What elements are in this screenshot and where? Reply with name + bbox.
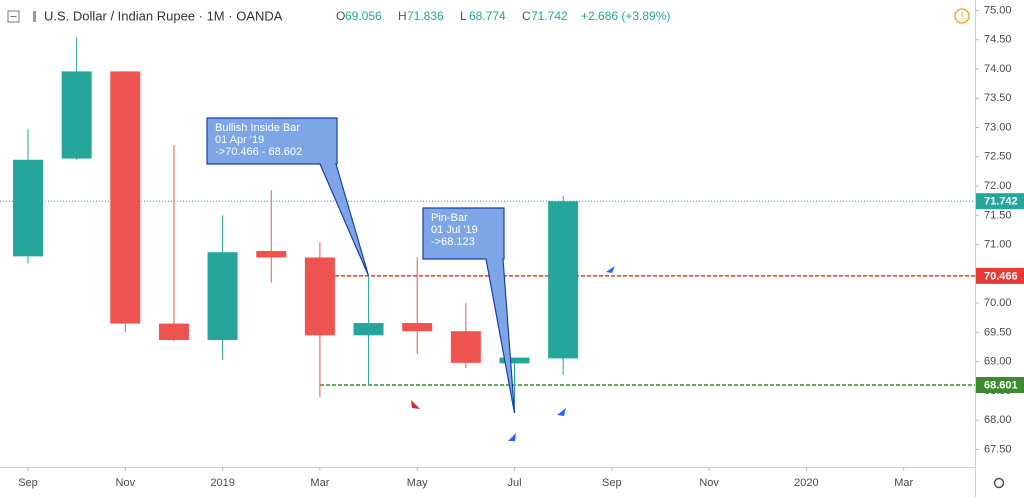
price-label-bg bbox=[976, 193, 1024, 210]
price-label: 70.466 bbox=[984, 270, 1018, 282]
callout-text: ->70.466 - 68.602 bbox=[215, 146, 302, 158]
x-tick-label: Nov bbox=[699, 477, 719, 489]
ohlc-key: C bbox=[522, 9, 531, 23]
price-label-bg bbox=[976, 377, 1024, 394]
y-tick-label: 75.00 bbox=[984, 4, 1012, 16]
y-tick-label: 74.00 bbox=[984, 63, 1012, 75]
drag-handle[interactable] bbox=[33, 11, 36, 22]
buy-marker bbox=[606, 266, 615, 273]
callout-text: 01 Apr '19 bbox=[215, 134, 264, 146]
x-tick-label: Sep bbox=[602, 477, 622, 489]
price-label-bg bbox=[976, 267, 1024, 284]
x-tick-label: Mar bbox=[894, 477, 913, 489]
buy-marker bbox=[557, 408, 566, 416]
price-label: 71.742 bbox=[984, 196, 1018, 208]
y-tick-label: 72.50 bbox=[984, 151, 1012, 163]
callout-text: Bullish Inside Bar bbox=[215, 122, 300, 134]
candle-body bbox=[450, 331, 481, 363]
candle-body bbox=[548, 201, 579, 359]
ohlc-value: 68.774 bbox=[469, 9, 506, 23]
y-tick-label: 74.50 bbox=[984, 34, 1012, 46]
candle-body bbox=[61, 71, 92, 159]
candle-body bbox=[110, 71, 141, 324]
x-tick-label: Mar bbox=[310, 477, 329, 489]
callout bbox=[206, 117, 370, 277]
ohlc-key: L bbox=[460, 9, 467, 23]
collapse-button[interactable] bbox=[7, 10, 20, 23]
y-tick-label: 71.50 bbox=[984, 209, 1012, 221]
price-label: 68.601 bbox=[984, 379, 1018, 391]
change: +2.686 (+3.89%) bbox=[581, 9, 670, 23]
y-tick-label: 68.00 bbox=[984, 414, 1012, 426]
candle-body bbox=[158, 323, 189, 341]
ohlc-value: 69.056 bbox=[345, 9, 382, 23]
ohlc-key: O bbox=[336, 9, 345, 23]
y-tick-label: 69.00 bbox=[984, 356, 1012, 368]
callout-text: 01 Jul '19 bbox=[431, 224, 478, 236]
callout bbox=[422, 207, 516, 414]
y-tick-label: 73.50 bbox=[984, 92, 1012, 104]
buy-marker bbox=[508, 433, 516, 441]
x-tick-label: Sep bbox=[18, 477, 38, 489]
signal-markers bbox=[411, 266, 615, 441]
x-tick-label: 2019 bbox=[210, 477, 234, 489]
x-tick-label: 2020 bbox=[794, 477, 818, 489]
y-tick-label: 73.00 bbox=[984, 121, 1012, 133]
x-tick-label: May bbox=[407, 477, 428, 489]
y-tick-label: 72.00 bbox=[984, 180, 1012, 192]
ohlc-value: 71.836 bbox=[407, 9, 444, 23]
settings-icon[interactable] bbox=[993, 477, 1005, 489]
candle-body bbox=[499, 357, 530, 364]
x-tick-label: Nov bbox=[116, 477, 136, 489]
candle-body bbox=[353, 323, 384, 336]
callout-text: ->68.123 bbox=[431, 236, 475, 248]
x-tick-label: Jul bbox=[507, 477, 521, 489]
candle-body bbox=[402, 323, 433, 332]
y-tick-label: 67.50 bbox=[984, 443, 1012, 455]
warning-icon[interactable] bbox=[954, 8, 970, 24]
y-tick-label: 71.00 bbox=[984, 239, 1012, 251]
warning-mark: ! bbox=[961, 11, 964, 22]
y-tick-label: 69.50 bbox=[984, 326, 1012, 338]
sell-marker bbox=[411, 400, 420, 409]
ohlc-key: H bbox=[398, 9, 407, 23]
candle-body bbox=[207, 252, 238, 341]
candle-body bbox=[304, 257, 335, 336]
y-tick-label: 70.00 bbox=[984, 297, 1012, 309]
chart-title: U.S. Dollar / Indian Rupee · 1M · OANDA bbox=[44, 8, 283, 23]
callout-text: Pin-Bar bbox=[431, 212, 468, 224]
ohlc-value: 71.742 bbox=[531, 9, 568, 23]
candle-body bbox=[256, 251, 287, 258]
candle-body bbox=[13, 159, 43, 257]
